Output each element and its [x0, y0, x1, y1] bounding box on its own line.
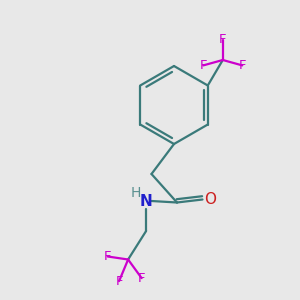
Text: F: F [238, 59, 246, 72]
Text: F: F [138, 272, 146, 285]
Text: F: F [219, 33, 226, 46]
Text: H: H [131, 186, 141, 200]
Text: F: F [104, 250, 112, 263]
Text: O: O [204, 192, 216, 207]
Text: F: F [200, 59, 207, 72]
Text: F: F [116, 274, 123, 288]
Text: N: N [140, 194, 152, 208]
